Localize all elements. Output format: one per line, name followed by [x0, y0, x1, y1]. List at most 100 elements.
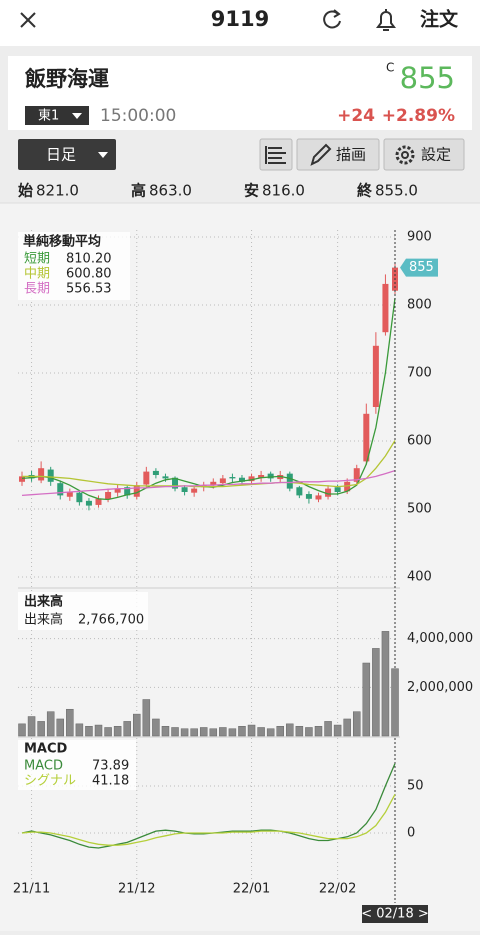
y-tick-label: 800	[407, 298, 432, 313]
chart-area	[0, 203, 480, 931]
volume-bar	[18, 723, 26, 737]
refresh-button[interactable]	[323, 9, 341, 29]
legend-name: MACD	[24, 759, 63, 774]
y-tick-label: 500	[407, 502, 432, 517]
y-tick-label: 400	[407, 570, 432, 585]
candle-body	[47, 469, 54, 482]
list-button[interactable]	[259, 138, 293, 171]
x-tick-label: 22/02	[319, 882, 356, 897]
legend-name: 長期	[24, 282, 50, 297]
volume-bar	[46, 711, 55, 737]
candle-body	[143, 471, 150, 485]
close-button[interactable]	[20, 12, 36, 28]
candle-body	[315, 495, 322, 500]
ohlc-value: 816.0	[262, 182, 305, 200]
volume-bar	[305, 727, 313, 737]
top-bar	[0, 0, 480, 46]
volume-bar	[381, 631, 390, 737]
legend-name: 中期	[24, 267, 50, 282]
y-tick-label: 4,000,000	[407, 631, 473, 646]
ohlc-label: 安	[244, 182, 259, 200]
close-mark: C	[386, 61, 394, 75]
volume-bar	[56, 718, 65, 737]
volume-bar	[228, 728, 237, 737]
y-tick-label: 50	[407, 779, 424, 794]
candle-body	[191, 488, 198, 493]
candle-body	[66, 492, 73, 497]
volume-bar	[257, 727, 265, 737]
candle-body	[286, 473, 293, 489]
x-tick-label: 21/11	[13, 882, 50, 897]
candle-body	[114, 488, 121, 493]
volume-bar	[391, 668, 399, 737]
volume-bar	[314, 726, 323, 737]
candle-body	[95, 498, 102, 505]
volume-bar	[295, 726, 304, 737]
volume-bar	[352, 711, 361, 737]
candle-body	[124, 487, 131, 496]
period-label: 日足	[46, 146, 76, 164]
candle-body	[19, 476, 25, 482]
candle-body	[267, 473, 274, 479]
order-button[interactable]: 注文	[420, 8, 459, 31]
x-tick-label: 22/01	[233, 882, 270, 897]
volume-bar	[333, 724, 342, 737]
chart: 21/11 21/12 22/01 22/02400500600700800900単純…	[13, 230, 473, 923]
volume-bar	[324, 721, 332, 737]
ohlc-value: 863.0	[149, 182, 192, 200]
legend-title: 単純移動平均	[23, 234, 101, 250]
volume-bar	[142, 699, 151, 737]
volume-bar	[190, 728, 198, 737]
volume-bar	[152, 718, 160, 737]
volume-bar	[94, 724, 103, 737]
volume-bar	[180, 728, 189, 737]
volume-bar	[199, 727, 208, 737]
volume-bar	[286, 723, 294, 737]
candle-body	[305, 494, 312, 499]
volume-bar	[219, 727, 227, 737]
legend-title: 出来高	[24, 594, 63, 610]
ohlc-label: 高	[131, 182, 146, 200]
price-tag-label: 855	[409, 260, 434, 275]
ohlc-value: 855.0	[375, 182, 418, 200]
volume-bar	[37, 721, 45, 737]
volume-bar	[27, 716, 36, 737]
alert-button[interactable]	[376, 9, 396, 31]
period-button[interactable]	[18, 139, 116, 170]
market-badge[interactable]	[25, 106, 89, 125]
volume-bar	[133, 713, 141, 737]
candle-body	[372, 345, 379, 407]
y-tick-label: 900	[407, 230, 432, 245]
volume-bar	[66, 708, 74, 737]
cursor-date-box	[362, 905, 428, 923]
candle-body	[353, 468, 360, 482]
volume-bar	[113, 726, 122, 737]
ohlc-label: 終	[357, 182, 373, 200]
candle-body	[76, 492, 83, 503]
candle-body	[85, 500, 92, 506]
volume-bar	[75, 723, 84, 737]
line	[22, 440, 396, 488]
ohlc-label: 始	[18, 182, 33, 200]
gear-icon	[395, 145, 415, 165]
ohlc-value: 821.0	[36, 182, 79, 200]
volume-bar	[266, 728, 275, 737]
y-tick-label: 0	[407, 826, 415, 841]
legend-value: 810.20	[66, 252, 112, 267]
legend-value: 556.53	[66, 282, 112, 297]
volume-bar	[372, 648, 380, 737]
legend-value: 73.89	[92, 759, 129, 774]
legend-box	[18, 592, 148, 630]
volume-bar	[85, 726, 93, 737]
legend-title: MACD	[24, 742, 68, 757]
legend-value: 600.80	[66, 267, 112, 282]
ohlc-row: 始 821.0 高 863.0 安 816.0 終 855.0	[18, 182, 418, 200]
volume-bar	[362, 662, 371, 737]
candle-body	[57, 483, 64, 496]
stock-name: 飯野海運	[24, 67, 109, 91]
draw-label: 描画	[336, 146, 366, 164]
legend-name: 短期	[24, 252, 50, 267]
candle-body	[344, 481, 351, 492]
candle-body	[258, 475, 265, 478]
